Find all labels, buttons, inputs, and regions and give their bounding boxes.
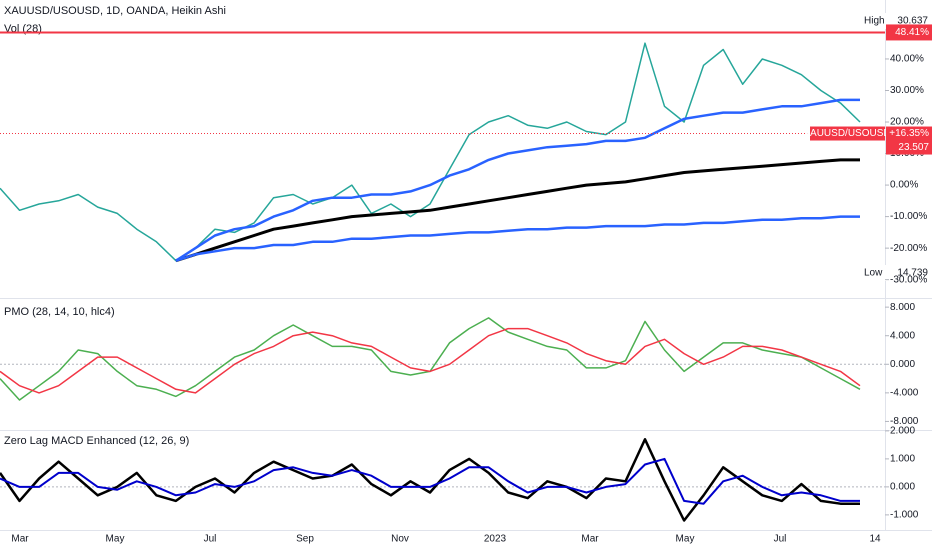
x-tick-label: Jul — [204, 534, 217, 545]
high-value: 30.637 — [897, 16, 928, 27]
x-tick-label: Nov — [391, 534, 409, 545]
y-tick-label: -4.000 — [890, 387, 919, 398]
hline-label: 48.41% — [895, 27, 929, 38]
series-line — [0, 457, 860, 505]
series-line — [175, 215, 860, 262]
y-tick-label: -8.000 — [890, 416, 919, 427]
y-tick-label: 30.00% — [890, 85, 924, 96]
low-value: 14.739 — [897, 268, 928, 279]
pane-title: PMO (28, 14, 10, hlc4) — [4, 306, 115, 318]
series-line — [175, 158, 860, 263]
y-tick-label: 0.00% — [890, 180, 918, 191]
y-tick-label: -1.000 — [890, 510, 919, 521]
series-line — [0, 327, 861, 394]
y-tick-label: 4.000 — [890, 330, 915, 341]
x-tick-label: Sep — [296, 534, 314, 545]
last-value-tag — [886, 126, 932, 155]
y-tick-label: 1.000 — [890, 454, 915, 465]
series-line — [0, 42, 861, 262]
hline-tag — [886, 24, 932, 41]
x-tick-label: Mar — [581, 534, 599, 545]
x-tick-label: 14 — [869, 534, 881, 545]
y-tick-label: 8.000 — [890, 302, 915, 313]
y-tick-label: -10.00% — [890, 211, 927, 222]
x-tick-label: 2023 — [484, 534, 507, 545]
y-tick-label: -20.00% — [890, 243, 927, 254]
low-label: Low — [864, 268, 883, 279]
y-tick-label: 40.00% — [890, 54, 924, 65]
x-tick-label: May — [106, 534, 125, 545]
last-name-tag — [810, 126, 885, 141]
y-tick-label: 20.00% — [890, 117, 924, 128]
low-tag — [861, 265, 932, 281]
y-tick-label: 0.000 — [890, 482, 915, 493]
y-tick-label: -30.00% — [890, 274, 927, 285]
chart-title: XAUUSD/USOUSD, 1D, OANDA, Heikin Ashi — [4, 5, 226, 17]
last-label: +16.35% — [889, 128, 929, 139]
series-line — [175, 98, 860, 262]
x-tick-label: May — [676, 534, 695, 545]
series-line — [0, 438, 860, 522]
y-tick-label: 2.000 — [890, 426, 915, 437]
last-name: XAUUSD/USOUSD — [803, 128, 890, 139]
last-price: 23.507 — [898, 142, 929, 153]
x-tick-label: Jul — [774, 534, 787, 545]
y-tick-label: 0.000 — [890, 359, 915, 370]
high-label: High — [864, 16, 885, 27]
pane-title: Zero Lag MACD Enhanced (12, 26, 9) — [4, 435, 189, 447]
x-tick-label: Mar — [11, 534, 29, 545]
